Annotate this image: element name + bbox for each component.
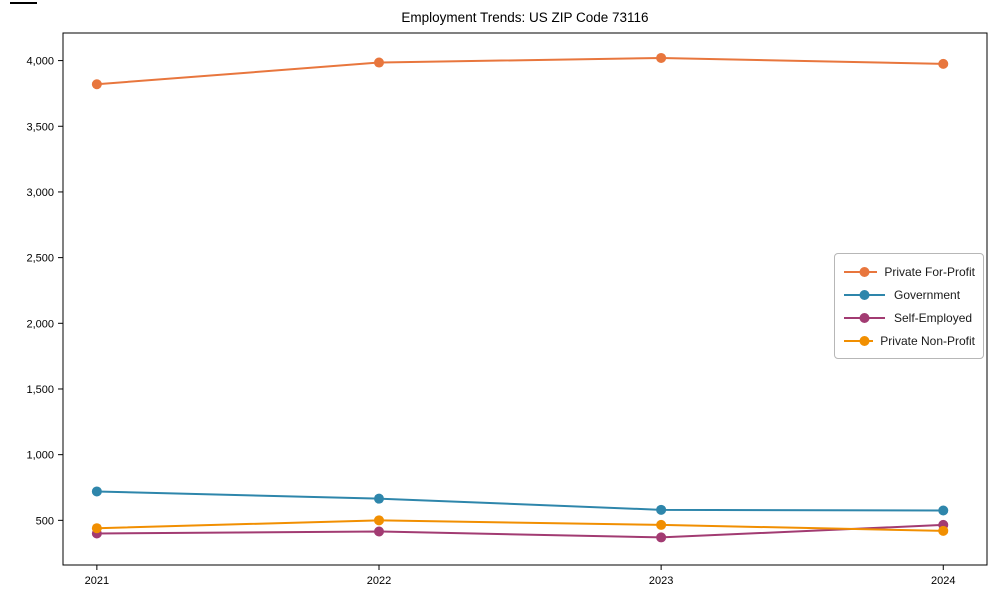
legend-swatch-private-for-profit <box>844 266 878 277</box>
legend-item-private-non-profit: Private Non-Profit <box>842 329 975 352</box>
data-point-private-non-profit-2024 <box>938 525 949 536</box>
legend-label-private-for-profit: Private For-Profit <box>884 264 975 279</box>
legend-marker-icon <box>859 289 870 300</box>
data-point-self-employed-2023 <box>656 532 667 543</box>
legend-item-private-for-profit: Private For-Profit <box>842 260 975 283</box>
data-point-government-2022 <box>373 493 384 504</box>
legend: Private For-Profit Government Self-Employe… <box>834 253 984 359</box>
legend-item-government: Government <box>842 283 975 306</box>
y-axis-tick-label: 2,500 <box>26 253 54 265</box>
x-axis-tick-label: 2021 <box>85 575 109 587</box>
data-point-private-for-profit-2024 <box>938 58 949 69</box>
legend-swatch-government <box>844 289 885 300</box>
series-line-private-for-profit <box>96 56 944 86</box>
x-axis-tick-label: 2024 <box>931 575 955 587</box>
legend-marker-icon <box>859 335 870 346</box>
series-line-government <box>96 490 944 512</box>
series-line-self-employed <box>96 523 944 539</box>
x-axis-tick-label: 2022 <box>367 575 391 587</box>
y-axis-tick-label: 500 <box>36 515 54 527</box>
data-point-self-employed-2022 <box>373 526 384 537</box>
legend-label-private-non-profit: Private Non-Profit <box>880 333 975 348</box>
data-point-government-2024 <box>938 505 949 516</box>
legend-swatch-self-employed <box>844 312 885 323</box>
legend-label-government: Government <box>894 287 961 302</box>
legend-marker-icon <box>859 312 870 323</box>
chart-title: Employment Trends: US ZIP Code 73116 <box>401 10 648 25</box>
data-point-private-non-profit-2021 <box>91 523 102 534</box>
data-point-private-for-profit-2022 <box>373 57 384 68</box>
y-axis-tick-label: 3,000 <box>26 187 54 199</box>
series-line-private-non-profit <box>96 519 944 532</box>
plot-area-border <box>62 32 988 566</box>
data-point-government-2021 <box>91 486 102 497</box>
data-point-private-for-profit-2021 <box>91 79 102 90</box>
legend-marker-icon <box>859 266 870 277</box>
x-axis-tick-label: 2023 <box>649 575 673 587</box>
data-point-private-non-profit-2022 <box>373 515 384 526</box>
y-axis-tick-label: 3,500 <box>26 121 54 133</box>
legend-swatch-private-non-profit <box>844 335 874 346</box>
legend-label-self-employed: Self-Employed <box>894 310 973 325</box>
data-point-private-non-profit-2023 <box>656 519 667 530</box>
data-point-government-2023 <box>656 504 667 515</box>
legend-item-self-employed: Self-Employed <box>842 306 975 329</box>
y-axis-tick-label: 1,000 <box>26 450 54 462</box>
y-axis-tick-label: 4,000 <box>26 56 54 68</box>
data-point-private-for-profit-2023 <box>656 52 667 63</box>
y-axis-tick-label: 2,000 <box>26 318 54 330</box>
y-axis-tick-label: 1,500 <box>26 384 54 396</box>
